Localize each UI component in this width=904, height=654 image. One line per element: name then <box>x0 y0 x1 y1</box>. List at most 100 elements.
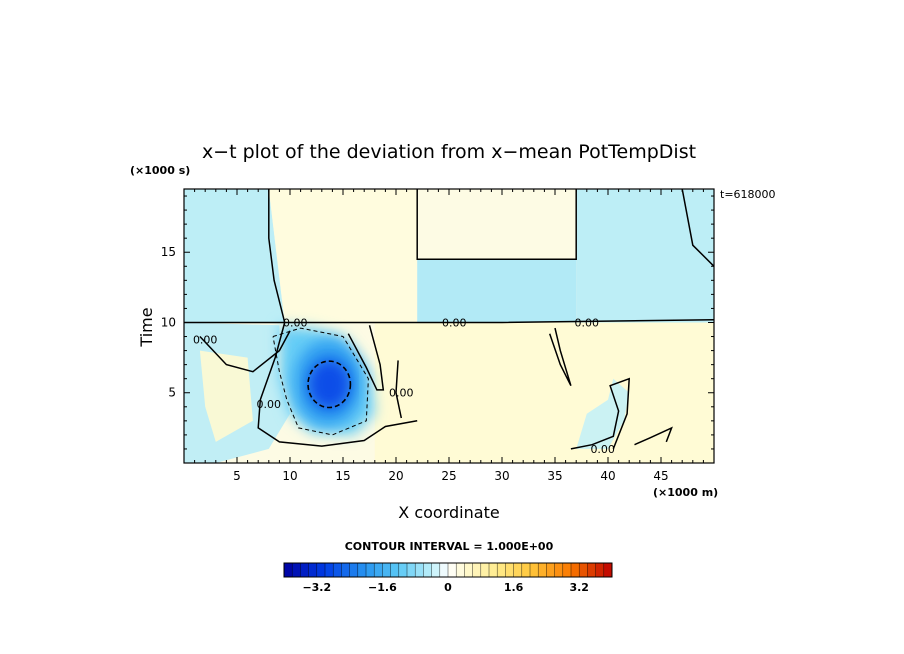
colorbar-swatch <box>284 563 293 577</box>
colorbar-swatch <box>530 563 539 577</box>
colorbar-swatch <box>439 563 449 577</box>
colorbar-swatch <box>448 563 457 577</box>
colorbar-swatch <box>398 563 408 577</box>
colorbar-swatch <box>308 563 318 577</box>
contour-field: 0.00 0.00 0.00 0.00 0.00 0.00 0.00 <box>184 189 714 463</box>
colorbar-swatch <box>415 563 424 577</box>
colorbar-swatch <box>407 563 416 577</box>
colorbar-swatch <box>497 563 506 577</box>
y-tick-label: 10 <box>161 315 176 329</box>
contour-lines <box>184 189 714 450</box>
zero-contour <box>570 377 631 450</box>
contour-label: 0.00 <box>389 387 414 400</box>
y-axis-unit: (×1000 s) <box>130 164 190 177</box>
colorbar-swatch <box>333 563 342 577</box>
colorbar-swatch <box>456 563 465 577</box>
colorbar-tick-label: 3.2 <box>569 581 589 594</box>
colorbar-tick-label: 1.6 <box>504 581 524 594</box>
field-region <box>374 322 714 463</box>
x-tick-label: 25 <box>441 469 456 483</box>
x-tick-label: 30 <box>494 469 509 483</box>
colorbar-swatch <box>554 563 564 577</box>
y-tick-label: 5 <box>168 386 176 400</box>
contour-label: 0.00 <box>442 316 467 329</box>
colorbar-swatch <box>562 563 572 577</box>
field-region <box>417 259 577 323</box>
x-tick-label: 40 <box>600 469 615 483</box>
x-tick-label: 20 <box>388 469 403 483</box>
zero-contour <box>199 330 291 373</box>
colorbar-swatch <box>603 563 613 577</box>
field-region <box>576 189 714 323</box>
zero-contour <box>634 426 673 446</box>
x-tick-label: 5 <box>233 469 241 483</box>
x-tick-label: 10 <box>282 469 297 483</box>
zero-contour <box>257 322 418 447</box>
colorbar-swatch <box>464 563 473 577</box>
x-tick-label: 45 <box>653 469 668 483</box>
colorbar-tick-label: −1.6 <box>368 581 397 594</box>
colorbar-swatch <box>390 563 400 577</box>
colorbar-tick-labels: −3.2 −1.6 0 1.6 3.2 <box>302 581 589 594</box>
negative-contour <box>272 327 369 436</box>
colorbar-swatch <box>579 563 588 577</box>
colorbar-swatch <box>505 563 514 577</box>
x-tick-label: 35 <box>547 469 562 483</box>
colorbar-swatch <box>587 563 596 577</box>
colorbar-swatch <box>341 563 350 577</box>
colorbar-swatch <box>374 563 383 577</box>
field-region <box>199 350 253 442</box>
colorbar-swatch <box>513 563 523 577</box>
colorbar-swatch <box>521 563 531 577</box>
field-region <box>576 378 630 449</box>
cold-core-inner <box>308 359 351 410</box>
colorbar-swatch <box>538 563 547 577</box>
field-region <box>268 189 418 323</box>
colorbar-swatch <box>300 563 309 577</box>
zero-contour <box>395 360 403 419</box>
colorbar-swatch <box>431 563 441 577</box>
zero-contour <box>416 189 577 261</box>
contour-label: 0.00 <box>193 333 218 346</box>
colorbar <box>284 563 613 577</box>
colorbar-swatch <box>480 563 490 577</box>
contour-interval-text: CONTOUR INTERVAL = 1.000E+00 <box>345 540 554 553</box>
contour-label: 0.00 <box>257 398 282 411</box>
colorbar-swatch <box>292 563 301 577</box>
negative-contour-core <box>307 360 352 409</box>
colorbar-tick-label: 0 <box>444 581 452 594</box>
colorbar-swatch <box>546 563 555 577</box>
y-tick-label: 15 <box>161 245 176 259</box>
colorbar-swatch <box>489 563 498 577</box>
colorbar-tick-label: −3.2 <box>302 581 331 594</box>
colorbar-swatch <box>595 563 605 577</box>
y-axis-label: Time <box>137 307 156 347</box>
x-axis-label: X coordinate <box>398 503 499 522</box>
zero-contour <box>681 189 714 267</box>
colorbar-frame <box>283 562 613 578</box>
zero-contour <box>347 325 385 391</box>
colorbar-swatch <box>325 563 334 577</box>
colorbar-swatch <box>571 563 580 577</box>
zero-contour <box>548 327 572 387</box>
axis-ticks: 5 10 15 20 25 30 35 40 45 5 10 15 <box>161 189 714 483</box>
colorbar-swatch <box>423 563 432 577</box>
time-annotation: t=618000 <box>720 188 776 201</box>
contour-label: 0.00 <box>283 316 308 329</box>
contour-label-layer: 0.00 0.00 0.00 0.00 0.00 0.00 0.00 <box>193 316 615 455</box>
chart-title: x−t plot of the deviation from x−mean Po… <box>202 141 696 163</box>
contour-label: 0.00 <box>575 316 600 329</box>
x-axis-unit: (×1000 m) <box>653 486 718 499</box>
contour-label: 0.00 <box>590 443 615 456</box>
colorbar-swatch <box>357 563 367 577</box>
filled-contours <box>184 189 714 463</box>
field-region <box>184 189 285 323</box>
colorbar-swatch <box>472 563 482 577</box>
colorbar-swatch <box>382 563 391 577</box>
colorbar-swatch <box>316 563 326 577</box>
zero-contour <box>268 189 286 323</box>
colorbar-swatch <box>349 563 359 577</box>
x-tick-label: 15 <box>335 469 350 483</box>
zero-contour <box>184 318 714 324</box>
